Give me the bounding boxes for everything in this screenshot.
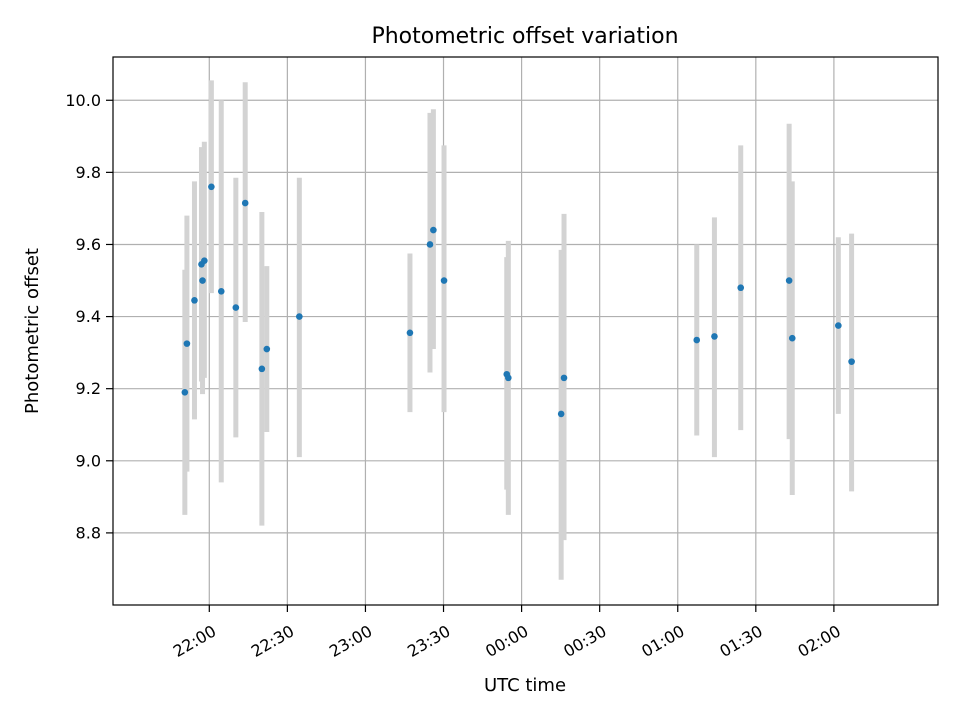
- data-point: [232, 304, 240, 311]
- y-tick-label: 10.0: [65, 91, 101, 110]
- y-tick-label: 9.2: [76, 379, 101, 398]
- data-point: [693, 336, 701, 344]
- x-tick-label: 00:30: [560, 621, 609, 661]
- data-point: [201, 257, 208, 264]
- data-point: [208, 183, 215, 191]
- data-point: [191, 297, 198, 304]
- tick-layer: 22:00 22:30 23:00 23:30 00:00 00:30 01:00 01:30…: [65, 91, 844, 661]
- point-layer: [181, 183, 855, 418]
- data-point: [183, 340, 191, 347]
- data-point: [440, 277, 448, 284]
- data-point: [199, 277, 206, 284]
- data-point: [217, 288, 225, 295]
- y-tick-label: 9.0: [76, 451, 101, 470]
- y-tick-label: 9.8: [76, 163, 101, 182]
- data-point: [788, 334, 796, 342]
- data-point: [430, 226, 437, 234]
- x-tick-label: 22:00: [170, 621, 219, 661]
- data-point: [181, 388, 189, 396]
- y-tick-label: 8.8: [76, 523, 101, 542]
- grid-layer: [113, 57, 938, 605]
- chart-title: Photometric offset variation: [371, 24, 678, 49]
- data-point: [241, 199, 249, 207]
- data-point: [557, 410, 565, 418]
- plot-frame: [112, 56, 939, 606]
- x-tick-label: 01:00: [638, 621, 687, 661]
- y-tick-label: 9.6: [76, 235, 101, 254]
- data-point: [848, 358, 855, 365]
- y-tick-label: 9.4: [76, 307, 101, 326]
- data-point: [737, 284, 745, 292]
- data-point: [835, 322, 842, 329]
- data-point: [296, 313, 303, 320]
- errorbar-layer: [182, 80, 855, 580]
- x-tick-label: 23:30: [404, 621, 453, 661]
- data-point: [263, 345, 271, 353]
- x-tick-label: 23:00: [326, 621, 375, 661]
- x-tick-label: 00:00: [482, 621, 531, 661]
- x-tick-label: 01:30: [716, 621, 765, 661]
- data-point: [711, 333, 718, 340]
- data-point: [406, 329, 414, 337]
- data-point: [560, 374, 568, 382]
- data-point: [426, 241, 434, 248]
- x-axis-label: UTC time: [484, 675, 566, 696]
- data-point: [505, 374, 512, 382]
- y-axis-label: Photometric offset: [22, 248, 43, 414]
- data-point: [258, 365, 266, 373]
- x-tick-label: 02:00: [794, 621, 843, 661]
- x-tick-label: 22:30: [248, 621, 297, 661]
- data-point: [785, 277, 793, 284]
